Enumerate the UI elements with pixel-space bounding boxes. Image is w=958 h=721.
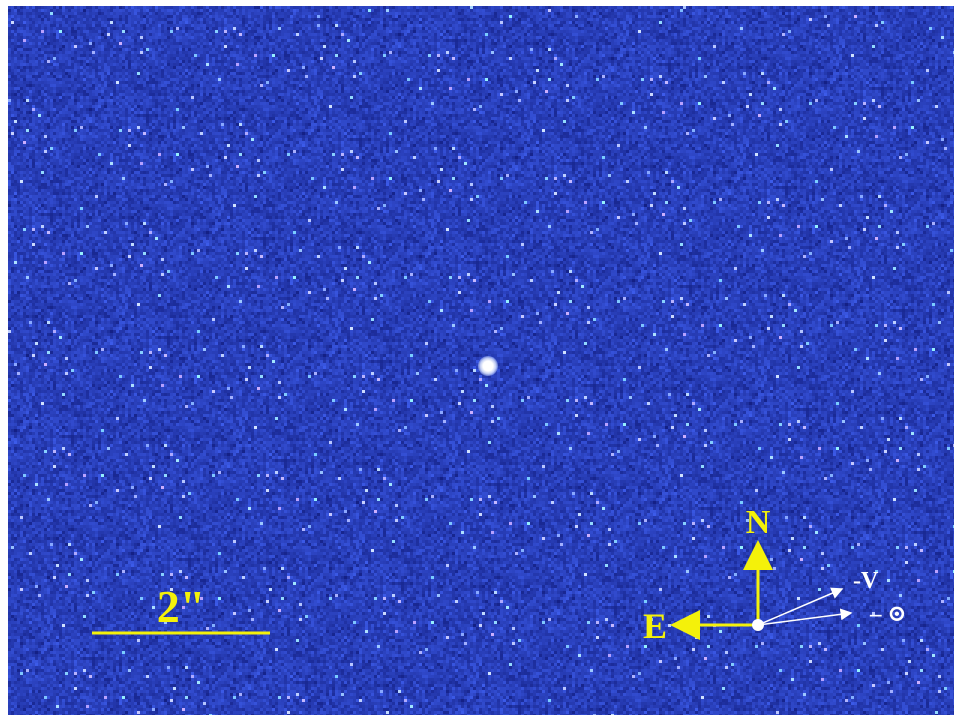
scale-bar: 2" [92, 581, 270, 635]
east-label: E [643, 606, 667, 646]
velocity-label: -V [853, 568, 879, 594]
sky-background [8, 6, 954, 715]
point-source [478, 356, 498, 376]
sun-direction-arrow [757, 608, 853, 626]
compass-origin [752, 619, 764, 631]
compass: N E -V – ⊙ [643, 504, 907, 646]
velocity-arrow [757, 587, 844, 626]
sun-label: – ⊙ [869, 601, 907, 626]
north-label: N [746, 504, 771, 541]
scale-bar-label: 2" [157, 581, 206, 632]
